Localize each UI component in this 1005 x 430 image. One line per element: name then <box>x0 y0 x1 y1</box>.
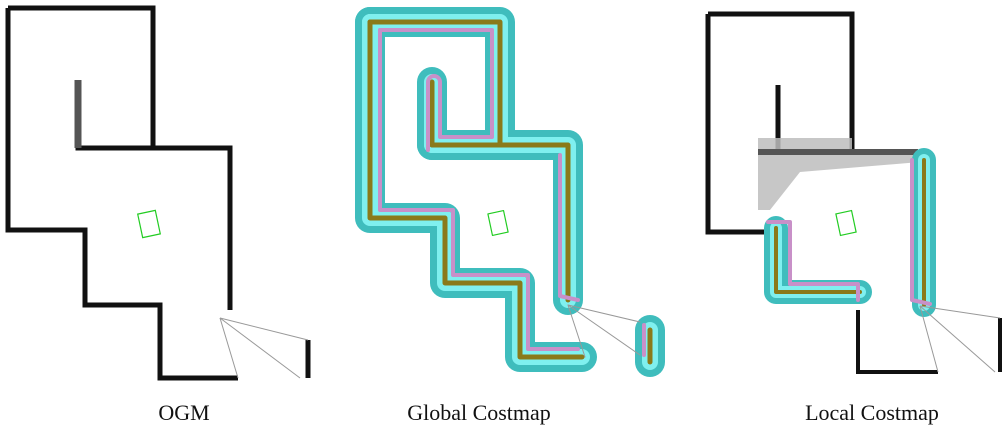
local-panel <box>705 11 1002 374</box>
global-panel <box>355 7 665 377</box>
global-lethal-layer <box>367 19 653 365</box>
local-bottom-walls <box>856 310 938 374</box>
global-inflation-layer <box>355 7 665 377</box>
global-radius-outline <box>378 28 646 357</box>
global-costmap-caption: Global Costmap <box>407 400 551 425</box>
local-unknown-region <box>758 138 920 210</box>
ogm-caption: OGM <box>158 400 210 425</box>
global-robot-footprint <box>487 209 509 237</box>
local-laser-scan <box>919 305 1001 373</box>
local-robot-footprint <box>835 209 857 237</box>
local-costmap-caption: Local Costmap <box>805 400 939 425</box>
ogm-walls <box>5 5 238 381</box>
ogm-laser-scan <box>219 317 309 379</box>
ogm-robot-footprint <box>136 209 162 239</box>
local-costmap-window <box>764 148 936 317</box>
ogm-panel <box>5 5 311 381</box>
local-walls <box>705 11 855 235</box>
global-laser-scan <box>567 304 641 358</box>
